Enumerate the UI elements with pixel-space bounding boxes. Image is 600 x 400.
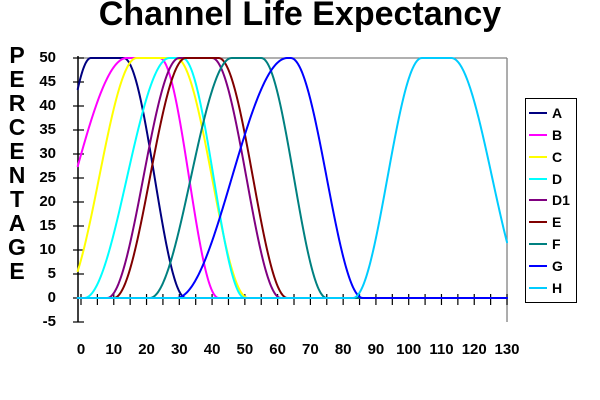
- y-axis-title-letter: N: [8, 162, 26, 188]
- y-tick-label: -5: [42, 313, 56, 330]
- y-tick-label: 40: [39, 97, 56, 114]
- y-axis-title-letter: E: [9, 138, 25, 164]
- series-line-F: [76, 57, 509, 299]
- legend-label: E: [552, 214, 562, 231]
- legend-line-swatch: [529, 155, 547, 158]
- x-tick-label: 110: [429, 341, 454, 358]
- x-tick-label: 70: [302, 341, 319, 358]
- x-tick-label: 40: [203, 341, 221, 358]
- legend-line-swatch: [529, 199, 547, 202]
- y-axis-title-letter: G: [8, 234, 26, 260]
- legend-label: C: [552, 148, 563, 165]
- legend-item-C: C: [529, 150, 576, 164]
- series-line-H: [76, 57, 509, 299]
- y-axis-title-letter: C: [8, 114, 26, 140]
- y-tick-label: 5: [47, 265, 56, 282]
- y-axis-title-letter: R: [8, 90, 26, 116]
- x-tick-label: 10: [105, 341, 123, 358]
- x-tick-label: 100: [396, 341, 422, 358]
- legend-line-swatch: [529, 221, 547, 224]
- y-tick-label: 45: [39, 73, 56, 90]
- y-tick-label: 25: [39, 169, 56, 186]
- series-line-E: [76, 57, 509, 299]
- y-axis-title-letter: A: [8, 210, 26, 236]
- y-tick-label: 0: [47, 289, 56, 306]
- y-axis-title-letter: T: [9, 186, 25, 212]
- y-tick-label: 35: [39, 121, 56, 138]
- y-tick-label: 20: [39, 193, 56, 210]
- series-line-B: [76, 57, 509, 299]
- legend-line-swatch: [529, 286, 547, 289]
- x-tick-label: 20: [138, 341, 155, 358]
- series-line-G: [76, 57, 509, 299]
- legend-item-B: B: [529, 128, 576, 142]
- legend-line-swatch: [529, 265, 547, 268]
- series-line-A: [76, 57, 509, 299]
- series-line-C: [76, 57, 509, 299]
- legend-label: G: [552, 258, 563, 275]
- y-axis-title-letter: E: [9, 66, 25, 92]
- x-tick-label: 130: [494, 341, 520, 358]
- y-tick-label: 30: [39, 145, 56, 162]
- legend-item-D1: D1: [529, 193, 576, 207]
- legend-item-H: H: [529, 281, 576, 295]
- legend-line-swatch: [529, 177, 547, 180]
- legend-label: D: [552, 170, 563, 187]
- x-tick-label: 50: [236, 341, 254, 358]
- legend-item-E: E: [529, 215, 576, 229]
- series-line-D1: [76, 57, 509, 299]
- legend-label: H: [552, 279, 563, 296]
- legend-item-G: G: [529, 259, 576, 273]
- legend-line-swatch: [529, 243, 547, 246]
- legend-line-swatch: [529, 111, 547, 114]
- x-tick-label: 80: [334, 341, 352, 358]
- legend: A B C D D1 E F G H: [525, 98, 577, 303]
- chart-title: Channel Life Expectancy: [98, 0, 502, 33]
- x-tick-label: 90: [367, 341, 385, 358]
- y-tick-label: 15: [39, 217, 56, 234]
- legend-item-F: F: [529, 237, 576, 251]
- legend-item-D: D: [529, 172, 576, 186]
- x-tick-label: 60: [269, 341, 286, 358]
- legend-label: A: [552, 104, 563, 121]
- legend-label: F: [552, 236, 561, 253]
- y-axis-title-letter: E: [9, 258, 25, 284]
- x-tick-label: 120: [461, 341, 487, 358]
- legend-line-swatch: [529, 133, 547, 136]
- y-tick-label: 10: [39, 241, 56, 258]
- legend-label: D1: [552, 192, 570, 209]
- series-line-D: [76, 57, 509, 299]
- x-tick-label: 0: [76, 341, 86, 358]
- y-tick-label: 50: [39, 49, 56, 66]
- y-axis-title-letter: P: [9, 42, 25, 68]
- x-tick-label: 30: [170, 341, 188, 358]
- legend-label: B: [552, 126, 563, 143]
- legend-item-A: A: [529, 106, 576, 120]
